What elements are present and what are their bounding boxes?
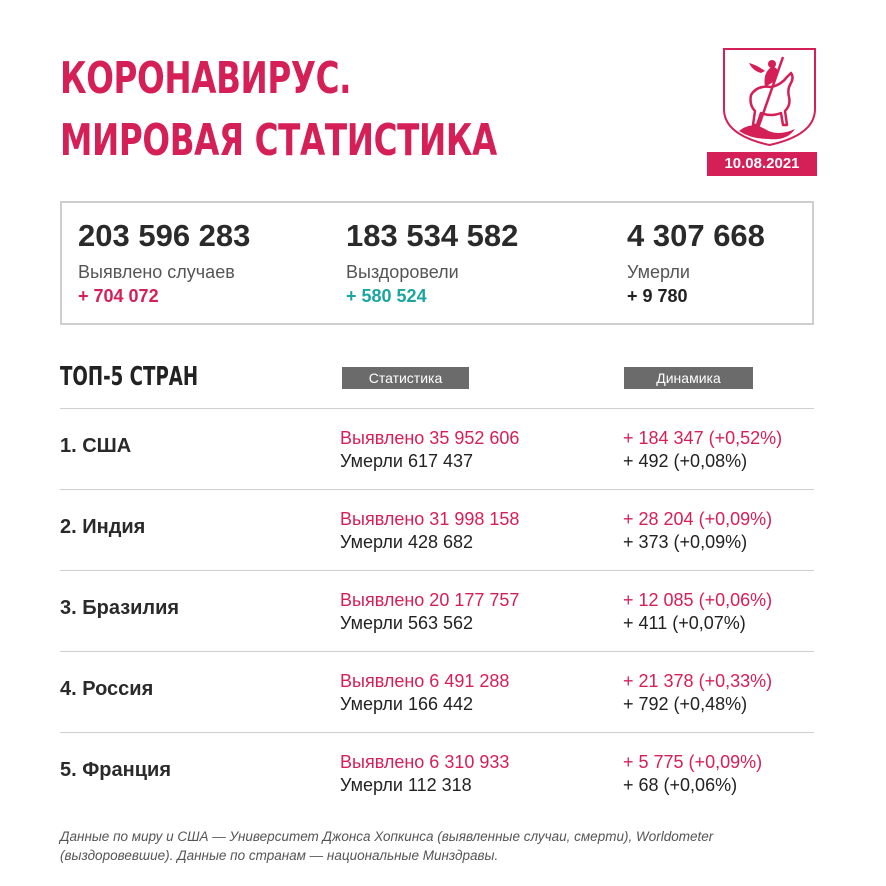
cases-count: Выявлено 31 998 158: [340, 509, 520, 529]
country-stats: Выявлено 31 998 158 Умерли 428 682: [340, 508, 519, 554]
total-deaths-block: 4 307 668 Умерли + 9 780: [627, 217, 765, 307]
deaths-delta: + 492 (+0,08%): [623, 451, 748, 471]
total-cases-label: Выявлено случаев: [78, 262, 235, 282]
date-badge: 10.08.2021: [707, 152, 817, 176]
world-totals-panel: 203 596 283 Выявлено случаев + 704 072 1…: [60, 201, 814, 325]
deaths-count: Умерли 112 318: [340, 775, 472, 795]
deaths-count: Умерли 617 437: [340, 451, 474, 471]
total-recovered-block: 183 534 582 Выздоровели + 580 524: [346, 217, 518, 307]
deaths-delta: + 68 (+0,06%): [623, 775, 738, 795]
moscow-coat-of-arms-icon: [721, 47, 818, 147]
country-dynamics: + 28 204 (+0,09%) + 373 (+0,09%): [623, 508, 772, 554]
country-name: 4. Россия: [60, 678, 154, 700]
cases-delta: + 21 378 (+0,33%): [623, 671, 773, 691]
table-row: 5. Франция Выявлено 6 310 933 Умерли 112…: [60, 732, 814, 813]
total-recovered-delta: + 580 524: [346, 286, 427, 306]
table-row: 1. США Выявлено 35 952 606 Умерли 617 43…: [60, 408, 814, 489]
cases-count: Выявлено 35 952 606: [340, 428, 520, 448]
cases-count: Выявлено 20 177 757: [340, 590, 520, 610]
table-row: 3. Бразилия Выявлено 20 177 757 Умерли 5…: [60, 570, 814, 651]
total-cases-block: 203 596 283 Выявлено случаев + 704 072: [78, 217, 250, 307]
cases-delta: + 28 204 (+0,09%): [623, 509, 773, 529]
country-dynamics: + 5 775 (+0,09%) + 68 (+0,06%): [623, 751, 762, 797]
stats-column-header: Статистика: [342, 367, 469, 389]
top5-table: 1. США Выявлено 35 952 606 Умерли 617 43…: [60, 408, 814, 813]
total-deaths-label: Умерли: [627, 262, 690, 282]
footnote-line-2: (выздоровевшие). Данные по странам — нац…: [60, 848, 499, 863]
footnote-line-1: Данные по миру и США — Университет Джонс…: [60, 829, 714, 844]
total-recovered-label: Выздоровели: [346, 262, 459, 282]
source-footnote: Данные по миру и США — Университет Джонс…: [60, 827, 830, 865]
page-title: КОРОНАВИРУС. МИРОВАЯ СТАТИСТИКА: [60, 48, 497, 172]
top5-heading: ТОП-5 СТРАН: [60, 362, 199, 392]
cases-count: Выявлено 6 491 288: [340, 671, 510, 691]
country-name: 1. США: [60, 435, 132, 457]
country-name: 3. Бразилия: [60, 597, 180, 619]
title-line-1: КОРОНАВИРУС.: [60, 53, 352, 104]
total-deaths-value: 4 307 668: [627, 218, 765, 253]
deaths-delta: + 411 (+0,07%): [623, 613, 746, 633]
country-dynamics: + 184 347 (+0,52%) + 492 (+0,08%): [623, 427, 782, 473]
country-stats: Выявлено 6 491 288 Умерли 166 442: [340, 670, 509, 716]
dynamics-column-header: Динамика: [624, 367, 753, 389]
total-cases-delta: + 704 072: [78, 286, 159, 306]
deaths-count: Умерли 428 682: [340, 532, 474, 552]
country-name: 5. Франция: [60, 759, 171, 781]
total-cases-value: 203 596 283: [78, 218, 251, 253]
cases-count: Выявлено 6 310 933: [340, 752, 510, 772]
deaths-delta: + 373 (+0,09%): [623, 532, 748, 552]
total-recovered-value: 183 534 582: [346, 218, 519, 253]
country-stats: Выявлено 35 952 606 Умерли 617 437: [340, 427, 519, 473]
country-stats: Выявлено 6 310 933 Умерли 112 318: [340, 751, 509, 797]
country-name: 2. Индия: [60, 516, 146, 538]
total-deaths-delta: + 9 780: [627, 286, 688, 306]
deaths-count: Умерли 563 562: [340, 613, 474, 633]
table-row: 2. Индия Выявлено 31 998 158 Умерли 428 …: [60, 489, 814, 570]
country-dynamics: + 12 085 (+0,06%) + 411 (+0,07%): [623, 589, 772, 635]
deaths-count: Умерли 166 442: [340, 694, 474, 714]
country-stats: Выявлено 20 177 757 Умерли 563 562: [340, 589, 519, 635]
country-dynamics: + 21 378 (+0,33%) + 792 (+0,48%): [623, 670, 772, 716]
title-line-2: МИРОВАЯ СТАТИСТИКА: [60, 115, 497, 166]
cases-delta: + 184 347 (+0,52%): [623, 428, 783, 448]
table-row: 4. Россия Выявлено 6 491 288 Умерли 166 …: [60, 651, 814, 732]
cases-delta: + 12 085 (+0,06%): [623, 590, 773, 610]
deaths-delta: + 792 (+0,48%): [623, 694, 748, 714]
cases-delta: + 5 775 (+0,09%): [623, 752, 763, 772]
